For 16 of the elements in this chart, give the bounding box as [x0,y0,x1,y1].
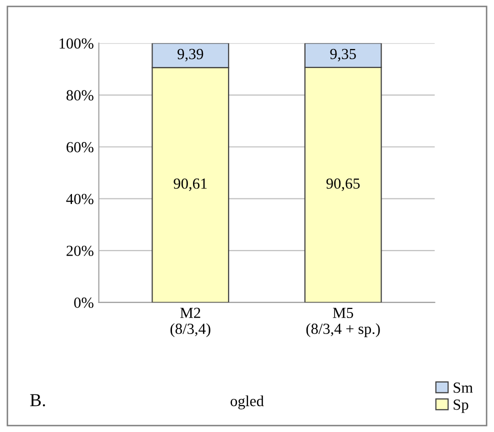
legend-label: Sm [454,382,473,393]
y-tick-label: 0% [74,298,94,308]
data-label: 90,61 [174,178,207,191]
x-tick-label: M2 (8/3,4) [170,308,210,338]
text: B. [30,394,46,406]
x-tick-label: M5 (8/3,4 + sp.) [306,308,380,338]
data-label: 9,35 [330,48,356,62]
data-label: 9,39 [178,48,204,62]
y-tick-label: 100% [60,38,94,49]
legend-label: Sp [454,400,468,413]
y-tick-label: 80% [66,90,94,101]
data-label: 90,65 [326,178,360,191]
y-tick-label: 40% [66,194,94,204]
y-tick-label: 60% [66,142,94,152]
x-axis-title: ogled [230,395,264,410]
y-tick-label: 20% [66,246,94,256]
